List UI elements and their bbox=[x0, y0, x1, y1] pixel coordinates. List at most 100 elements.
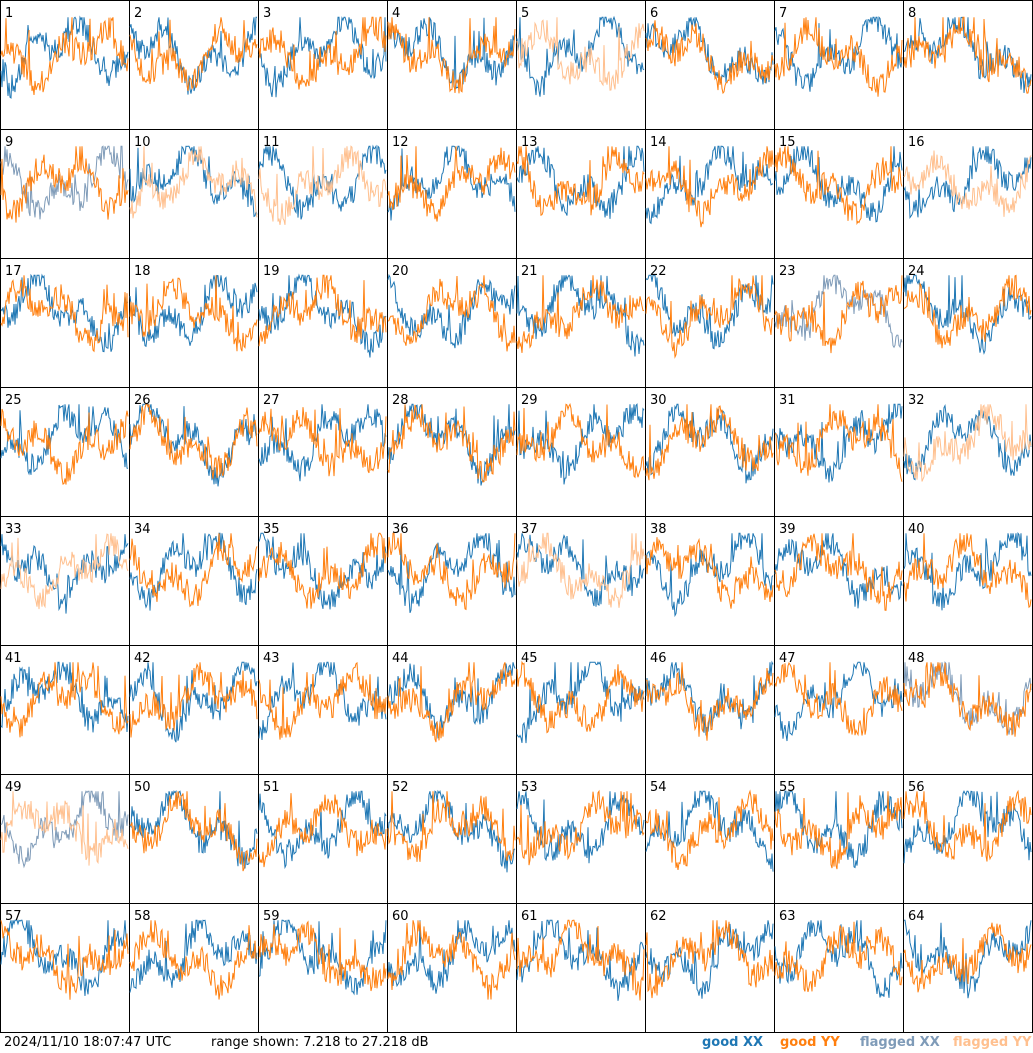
panel-number: 63 bbox=[779, 909, 796, 924]
panel-2: 2 bbox=[129, 0, 259, 130]
series-xx-line bbox=[258, 16, 387, 98]
series-yy-line bbox=[516, 660, 645, 734]
series-yy-line bbox=[774, 791, 903, 870]
series-xx-line bbox=[0, 15, 129, 99]
panel-frame bbox=[387, 129, 517, 259]
panel-number: 4 bbox=[392, 6, 400, 21]
series-yy-line bbox=[387, 17, 516, 94]
series-yy-line bbox=[774, 146, 903, 226]
panel-number: 8 bbox=[908, 6, 916, 21]
series-yy-line bbox=[516, 146, 645, 216]
panel-number: 7 bbox=[779, 6, 787, 21]
series-xx-line bbox=[903, 531, 1032, 611]
series-xx-line bbox=[774, 790, 903, 869]
series-yy-line bbox=[903, 16, 1032, 94]
panel-number: 18 bbox=[134, 264, 151, 279]
panel-number: 16 bbox=[908, 135, 925, 150]
panel-44: 44 bbox=[387, 645, 517, 775]
panel-number: 15 bbox=[779, 135, 796, 150]
panel-number: 47 bbox=[779, 651, 796, 666]
series-yy-line bbox=[774, 661, 903, 737]
panel-51: 51 bbox=[258, 774, 388, 904]
panel-15: 15 bbox=[774, 129, 904, 259]
series-yy-line bbox=[129, 146, 258, 219]
panel-frame bbox=[387, 0, 517, 130]
panel-number: 25 bbox=[5, 393, 22, 408]
panel-47: 47 bbox=[774, 645, 904, 775]
series-yy-line bbox=[0, 275, 129, 353]
panel-frame bbox=[645, 129, 775, 259]
panel-number: 21 bbox=[521, 264, 538, 279]
panel-number: 46 bbox=[650, 651, 667, 666]
panel-23: 23 bbox=[774, 258, 904, 388]
series-xx-line bbox=[774, 16, 903, 92]
series-yy-line bbox=[258, 920, 387, 992]
panel-number: 17 bbox=[5, 264, 22, 279]
panel-number: 45 bbox=[521, 651, 538, 666]
series-xx-line bbox=[903, 790, 1032, 864]
series-yy-line bbox=[387, 275, 516, 352]
panel-54: 54 bbox=[645, 774, 775, 904]
series-yy-line bbox=[387, 532, 516, 611]
panel-number: 20 bbox=[392, 264, 409, 279]
series-yy-line bbox=[645, 404, 774, 481]
series-xx-line bbox=[645, 145, 774, 225]
panel-number: 31 bbox=[779, 393, 796, 408]
panel-62: 62 bbox=[645, 903, 775, 1033]
panel-number: 32 bbox=[908, 393, 925, 408]
panel-22: 22 bbox=[645, 258, 775, 388]
panel-53: 53 bbox=[516, 774, 646, 904]
panel-number: 59 bbox=[263, 909, 280, 924]
panel-frame bbox=[774, 387, 904, 517]
panel-41: 41 bbox=[0, 645, 130, 775]
legend-flagged-yy: flagged YY bbox=[953, 1035, 1032, 1050]
series-xx-line bbox=[387, 273, 516, 349]
series-yy-line bbox=[258, 16, 387, 90]
series-yy-line bbox=[0, 17, 129, 96]
series-yy-line bbox=[516, 402, 645, 479]
series-yy-line bbox=[516, 17, 645, 91]
panel-6: 6 bbox=[645, 0, 775, 130]
panel-26: 26 bbox=[129, 387, 259, 517]
panel-number: 37 bbox=[521, 522, 538, 537]
panel-35: 35 bbox=[258, 516, 388, 646]
panel-43: 43 bbox=[258, 645, 388, 775]
series-xx-line bbox=[258, 532, 387, 610]
panel-frame bbox=[0, 129, 130, 259]
panel-1: 1 bbox=[0, 0, 130, 130]
panel-number: 26 bbox=[134, 393, 151, 408]
panel-number: 60 bbox=[392, 909, 409, 924]
panel-number: 61 bbox=[521, 909, 538, 924]
panel-29: 29 bbox=[516, 387, 646, 517]
panel-number: 48 bbox=[908, 651, 925, 666]
panel-13: 13 bbox=[516, 129, 646, 259]
panel-number: 22 bbox=[650, 264, 667, 279]
series-xx-line bbox=[129, 661, 258, 743]
series-yy-line bbox=[0, 791, 129, 866]
series-yy-line bbox=[903, 789, 1032, 862]
panel-5: 5 bbox=[516, 0, 646, 130]
panel-number: 41 bbox=[5, 651, 22, 666]
panel-frame bbox=[258, 516, 388, 646]
panel-25: 25 bbox=[0, 387, 130, 517]
panel-number: 29 bbox=[521, 393, 538, 408]
panel-frame bbox=[516, 0, 646, 130]
panel-57: 57 bbox=[0, 903, 130, 1033]
series-yy-line bbox=[129, 17, 258, 91]
series-yy-line bbox=[516, 275, 645, 353]
panel-frame bbox=[903, 774, 1033, 904]
series-yy-line bbox=[774, 404, 903, 482]
series-xx-line bbox=[129, 532, 258, 611]
panel-17: 17 bbox=[0, 258, 130, 388]
panel-27: 27 bbox=[258, 387, 388, 517]
panel-8: 8 bbox=[903, 0, 1033, 130]
series-yy-line bbox=[645, 537, 774, 609]
panel-33: 33 bbox=[0, 516, 130, 646]
panel-number: 43 bbox=[263, 651, 280, 666]
series-yy-line bbox=[645, 920, 774, 999]
panel-50: 50 bbox=[129, 774, 259, 904]
series-yy-line bbox=[645, 662, 774, 741]
footer: 2024/11/10 18:07:47 UTC range shown: 7.2… bbox=[0, 1033, 1033, 1053]
series-yy-line bbox=[387, 404, 516, 483]
